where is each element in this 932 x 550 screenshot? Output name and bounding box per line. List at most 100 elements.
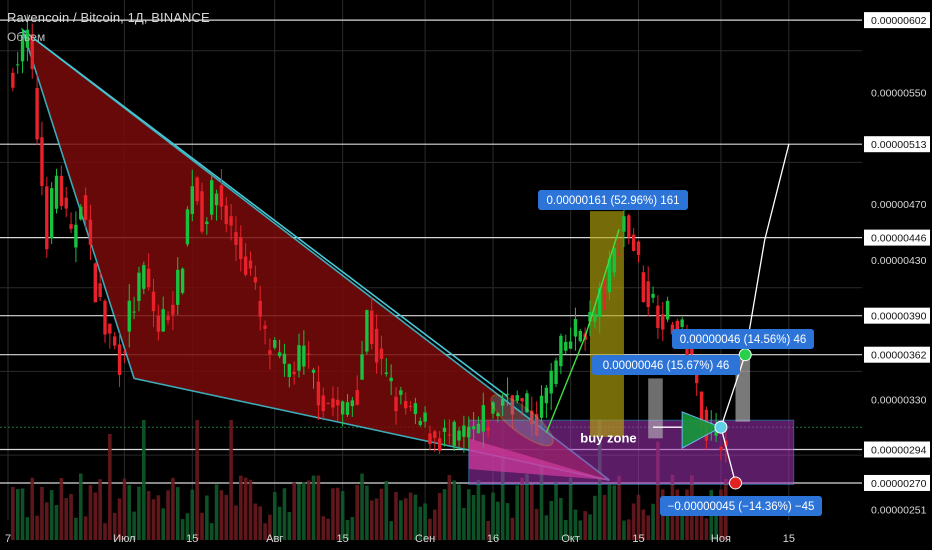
candle-body [132, 311, 136, 313]
candle-body [180, 268, 185, 293]
volume-bar [466, 489, 471, 540]
volume-bar [680, 501, 684, 540]
candle-body [277, 352, 282, 357]
volume-bar [491, 492, 495, 540]
y-tick-label: 0.00000550 [871, 88, 927, 100]
candle-body [103, 300, 107, 335]
candle-body [54, 175, 59, 209]
candle-body [64, 197, 68, 209]
y-tick-label: 0.00000330 [871, 394, 927, 406]
x-tick-label: 15 [337, 533, 349, 545]
volume-bar [641, 509, 646, 540]
candle-body [185, 209, 190, 245]
volume-bar [433, 509, 437, 540]
candle-body [243, 256, 248, 275]
candle-body [45, 186, 49, 250]
candle-body [205, 221, 209, 224]
volume-bar [302, 482, 306, 540]
y-level-box [864, 441, 930, 458]
candle-body [151, 291, 156, 312]
candle-body [253, 277, 258, 283]
chart-title: Ravencoin / Bitcoin, 1Д, BINANCE [7, 10, 210, 25]
candle-body [200, 191, 204, 232]
candle-body [166, 316, 170, 321]
volume-bar [423, 503, 427, 540]
candle-body [74, 224, 78, 248]
volume-bar [25, 517, 30, 540]
candle-body [336, 399, 340, 406]
candle-body [661, 314, 665, 330]
candle-body [573, 319, 578, 337]
candle-body [11, 72, 15, 88]
volume-bar [549, 500, 553, 540]
candle-body [210, 180, 214, 215]
projection-down-line [720, 427, 737, 484]
candle-body [699, 391, 704, 429]
volume-bar [11, 486, 15, 540]
candle-body [413, 403, 418, 415]
candle-body [447, 434, 452, 436]
volume-bar [525, 474, 529, 540]
volume-bar [229, 420, 233, 540]
volume-bar [117, 498, 122, 540]
candle-body [287, 364, 291, 378]
volume-bar [214, 484, 219, 540]
buy-zone-label: buy zone [580, 430, 636, 445]
candle-body [113, 336, 117, 346]
candle-body [651, 293, 655, 298]
candle-body [496, 413, 500, 417]
candle-body [656, 305, 660, 328]
candle-body [214, 193, 219, 206]
candle-body [234, 232, 238, 245]
candle-body [665, 300, 670, 320]
volume-bar [583, 511, 587, 540]
volume-bar [714, 504, 718, 540]
buy-zone-fan [468, 438, 610, 481]
volume-bar [112, 512, 117, 540]
candle-body [142, 265, 146, 289]
volume-bar [418, 506, 423, 540]
volume-bar [234, 505, 238, 540]
volume-bar [617, 475, 621, 540]
candle-body [345, 402, 350, 415]
volume-bar [588, 514, 592, 540]
volume-bar [651, 503, 655, 540]
volume-bar [496, 501, 500, 540]
candle-body [20, 34, 25, 62]
candle-body [501, 399, 505, 406]
y-tick-label: 0.00000470 [871, 199, 927, 211]
volume-bar [146, 491, 151, 540]
volume-bar [54, 505, 59, 540]
volume-bar [437, 492, 442, 540]
candle-body [258, 300, 262, 317]
candle-body [525, 393, 529, 413]
x-tick-label: 15 [632, 533, 644, 545]
candle-body [268, 350, 272, 355]
falling-wedge [21, 27, 610, 481]
volume-bar [142, 420, 146, 540]
volume-bar [326, 518, 330, 540]
candle-body [239, 237, 243, 260]
callout-gain-a: 0.00000046 (15.67%) 46 [592, 355, 740, 375]
volume-bar [282, 488, 287, 540]
volume-bar [171, 477, 175, 540]
candle-body [311, 369, 316, 373]
volume-bar [612, 485, 617, 540]
x-tick-label: Окт [561, 533, 580, 545]
volume-bar [563, 519, 568, 540]
volume-bar [578, 520, 583, 540]
volume-bar [108, 433, 112, 540]
y-tick-label: 0.00000294 [871, 445, 927, 457]
candle-body [156, 315, 161, 332]
x-tick-label: 7 [5, 533, 11, 545]
candle-body [515, 395, 519, 401]
volume-bar [636, 494, 641, 540]
volume-label: Объем [7, 30, 46, 44]
y-tick-label: 0.00000430 [871, 255, 927, 267]
x-tick-label: Июл [113, 533, 135, 545]
candle-body [340, 401, 345, 415]
candle-body [176, 269, 180, 305]
candle-body [593, 313, 597, 322]
candle-body [578, 330, 582, 342]
volume-bar [200, 512, 204, 540]
